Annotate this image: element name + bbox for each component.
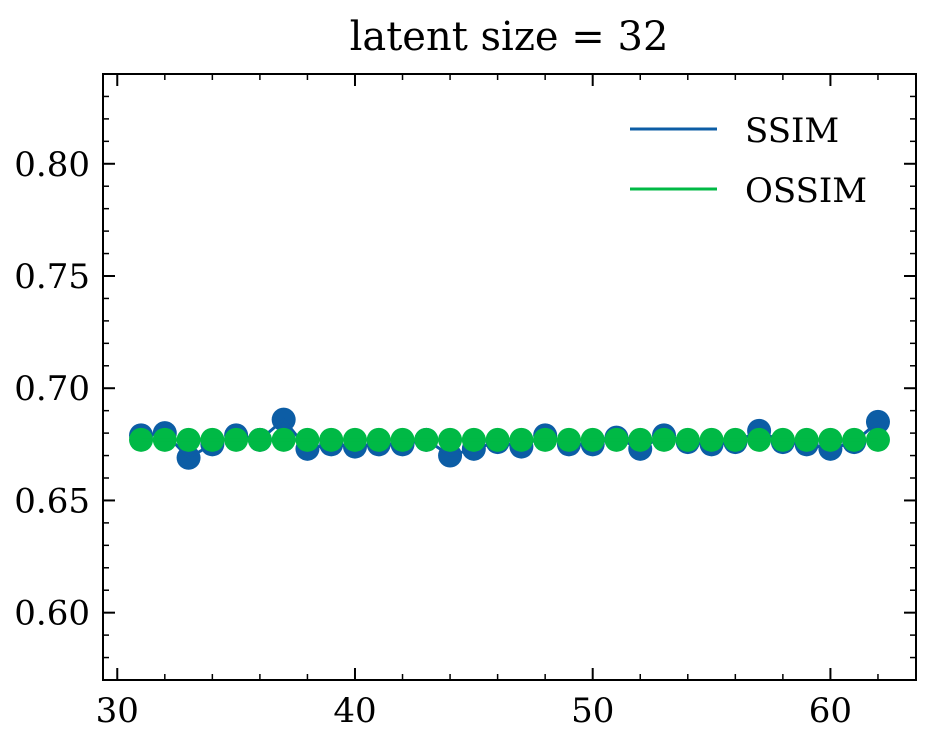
series-ossim	[129, 427, 890, 452]
y-tick-label: 0.80	[14, 145, 90, 185]
series-layer	[129, 407, 890, 470]
x-tick-label: 60	[809, 691, 852, 731]
legend-label-ssim: SSIM	[745, 111, 839, 151]
chart-title: latent size = 32	[350, 14, 669, 60]
plot-frame	[102, 73, 917, 681]
y-tick-label: 0.60	[14, 594, 90, 634]
x-tick-label: 30	[96, 691, 139, 731]
plot-area	[102, 73, 917, 681]
legend-label-ossim: OSSIM	[745, 171, 867, 211]
legend: SSIM OSSIM	[630, 111, 867, 211]
y-tick-label: 0.65	[14, 481, 90, 521]
x-tick-label: 40	[333, 691, 376, 731]
axis-ticks	[103, 74, 916, 680]
x-tick-label: 50	[571, 691, 614, 731]
x-tick-labels: 30 40 50 60	[96, 691, 852, 731]
y-tick-label: 0.75	[14, 257, 90, 297]
y-tick-label: 0.70	[14, 369, 90, 409]
y-tick-labels: 0.60 0.65 0.70 0.75 0.80	[14, 145, 90, 634]
